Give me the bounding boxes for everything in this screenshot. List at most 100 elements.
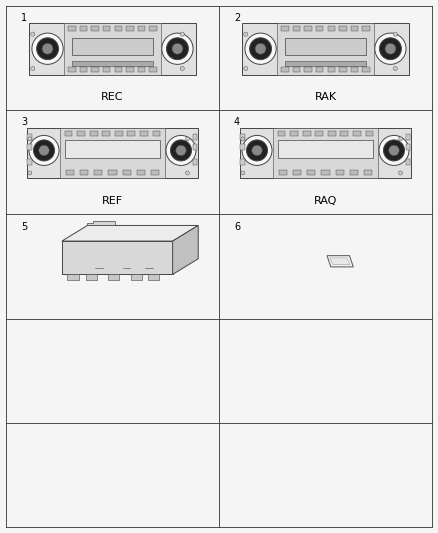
- Circle shape: [33, 140, 54, 161]
- Text: REC: REC: [101, 92, 124, 102]
- Bar: [406, 144, 410, 150]
- Circle shape: [166, 38, 188, 60]
- Bar: [149, 67, 157, 72]
- Circle shape: [399, 171, 403, 175]
- Circle shape: [379, 135, 409, 165]
- Bar: [281, 26, 289, 31]
- Bar: [364, 170, 372, 175]
- Bar: [351, 67, 358, 72]
- Text: 1: 1: [21, 13, 27, 23]
- Bar: [339, 67, 346, 72]
- Bar: [126, 26, 134, 31]
- Bar: [240, 159, 244, 165]
- Bar: [67, 274, 78, 280]
- Bar: [92, 26, 99, 31]
- Circle shape: [176, 145, 186, 156]
- Bar: [148, 274, 159, 280]
- Bar: [27, 128, 198, 178]
- Circle shape: [185, 137, 190, 141]
- Circle shape: [393, 32, 397, 36]
- Circle shape: [241, 137, 245, 141]
- Bar: [80, 26, 87, 31]
- Bar: [115, 67, 122, 72]
- Circle shape: [244, 32, 248, 36]
- Bar: [353, 131, 361, 136]
- Text: 5: 5: [21, 222, 27, 232]
- Bar: [138, 26, 145, 31]
- Circle shape: [162, 33, 193, 64]
- Text: RAQ: RAQ: [314, 196, 337, 206]
- Circle shape: [180, 32, 184, 36]
- Bar: [66, 170, 74, 175]
- Bar: [68, 67, 76, 72]
- Bar: [68, 26, 76, 31]
- Bar: [72, 61, 153, 67]
- Polygon shape: [327, 256, 353, 267]
- Bar: [307, 170, 315, 175]
- Circle shape: [252, 145, 262, 156]
- Bar: [80, 67, 87, 72]
- Bar: [321, 170, 330, 175]
- Bar: [151, 170, 159, 175]
- Bar: [72, 38, 153, 55]
- Bar: [304, 26, 312, 31]
- Circle shape: [37, 38, 59, 60]
- Bar: [65, 140, 160, 158]
- Bar: [315, 131, 323, 136]
- Bar: [193, 159, 197, 165]
- Bar: [109, 274, 120, 280]
- Bar: [29, 23, 196, 75]
- Bar: [285, 38, 366, 55]
- Bar: [103, 67, 110, 72]
- Bar: [152, 131, 160, 136]
- Circle shape: [379, 38, 401, 60]
- Bar: [62, 241, 173, 274]
- Circle shape: [389, 145, 399, 156]
- Bar: [92, 67, 99, 72]
- Text: 6: 6: [234, 222, 240, 232]
- Bar: [285, 61, 366, 67]
- Circle shape: [385, 43, 396, 54]
- Bar: [328, 67, 335, 72]
- Bar: [240, 128, 411, 178]
- Circle shape: [28, 137, 32, 141]
- Bar: [138, 67, 145, 72]
- Circle shape: [29, 135, 59, 165]
- Bar: [406, 134, 410, 140]
- Bar: [94, 170, 102, 175]
- Bar: [278, 140, 373, 158]
- Bar: [193, 134, 197, 140]
- Bar: [240, 134, 244, 140]
- Circle shape: [172, 43, 183, 54]
- Circle shape: [166, 135, 196, 165]
- Bar: [290, 131, 298, 136]
- Bar: [115, 131, 123, 136]
- Bar: [131, 274, 141, 280]
- Bar: [350, 170, 358, 175]
- Bar: [80, 170, 88, 175]
- Bar: [193, 144, 197, 150]
- Text: 2: 2: [234, 13, 240, 23]
- Bar: [366, 131, 374, 136]
- Bar: [273, 128, 378, 178]
- Bar: [60, 128, 165, 178]
- Circle shape: [31, 32, 35, 36]
- Circle shape: [393, 67, 397, 70]
- Bar: [149, 26, 157, 31]
- Polygon shape: [330, 258, 350, 265]
- Circle shape: [250, 38, 272, 60]
- Bar: [279, 170, 287, 175]
- Bar: [362, 26, 370, 31]
- Bar: [406, 159, 410, 165]
- Circle shape: [245, 33, 276, 64]
- Bar: [140, 131, 148, 136]
- Bar: [137, 170, 145, 175]
- Bar: [90, 131, 98, 136]
- Circle shape: [170, 140, 191, 161]
- Circle shape: [244, 67, 248, 70]
- Bar: [240, 144, 244, 150]
- Bar: [242, 23, 409, 75]
- Bar: [27, 144, 32, 150]
- Circle shape: [31, 67, 35, 70]
- Bar: [86, 274, 97, 280]
